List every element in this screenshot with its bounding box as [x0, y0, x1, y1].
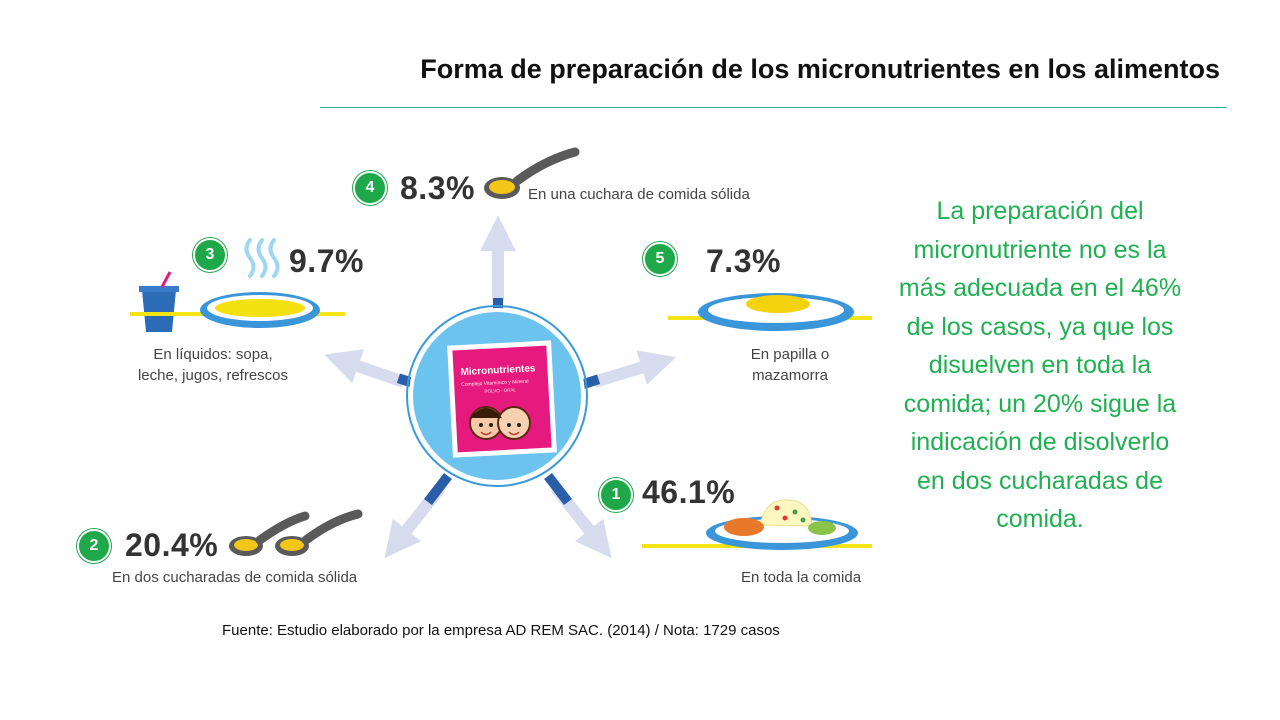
- two-spoons-icon: [229, 509, 363, 556]
- item-5-caption: En papilla o mazamorra: [725, 344, 855, 386]
- babies-icon: [469, 406, 531, 440]
- item-5-caption-line-1: En papilla o: [750, 346, 830, 363]
- arrow-right: [579, 350, 677, 390]
- soup-bowl-icon: [130, 292, 345, 328]
- item-4-caption: En una cuchara de comida sólida: [528, 186, 750, 203]
- porridge-plate-icon: [668, 293, 872, 331]
- item-3-caption: En líquidos: sopa, leche, jugos, refresc…: [110, 344, 316, 386]
- item-4-number: 4: [353, 171, 387, 205]
- preparation-diagram: Micronutrientes Complejo Vitamínico y Mi…: [130, 147, 872, 559]
- summary-text: La preparación del micronutriente no es …: [898, 197, 1182, 533]
- item-1-percent: 46.1%: [642, 474, 736, 510]
- single-spoon-icon: [484, 147, 580, 199]
- item-2-number: 2: [77, 529, 111, 563]
- steam-icon: [244, 238, 280, 278]
- item-3-caption-line-2: leche, jugos, refrescos: [137, 367, 289, 384]
- item-1-caption: En toda la comida: [741, 569, 862, 586]
- meal-plate-icon: [642, 499, 872, 550]
- packet-subtitle: Complejo Vitamínico y Mineral: [461, 379, 529, 389]
- packet-brand: Micronutrientes: [460, 363, 536, 378]
- arrow-up: [480, 215, 516, 314]
- arrow-down-left: [384, 472, 452, 559]
- title-divider: [320, 107, 1227, 108]
- source-note: Fuente: Estudio elaborado por la empresa…: [222, 622, 780, 639]
- packet-form: POLVO - ORAL: [484, 387, 516, 394]
- item-2-percent: 20.4%: [125, 527, 219, 563]
- item-1-number: 1: [599, 478, 633, 512]
- arrow-down-right: [544, 472, 612, 559]
- item-5-number: 5: [643, 242, 677, 276]
- micronutrient-packet: Micronutrientes Complejo Vitamínico y Mi…: [447, 340, 557, 458]
- item-3-percent: 9.7%: [289, 243, 364, 279]
- item-3-number: 3: [193, 238, 227, 272]
- item-5-percent: 7.3%: [706, 243, 781, 279]
- item-4-percent: 8.3%: [400, 170, 475, 206]
- page-title: Forma de preparación de los micronutrien…: [420, 54, 1220, 84]
- item-3-caption-line-1: En líquidos: sopa,: [153, 346, 273, 363]
- item-5-caption-line-2: mazamorra: [752, 367, 828, 384]
- arrow-left: [324, 349, 418, 389]
- drink-cup-icon: [139, 271, 179, 332]
- item-2-caption: En dos cucharadas de comida sólida: [112, 569, 358, 586]
